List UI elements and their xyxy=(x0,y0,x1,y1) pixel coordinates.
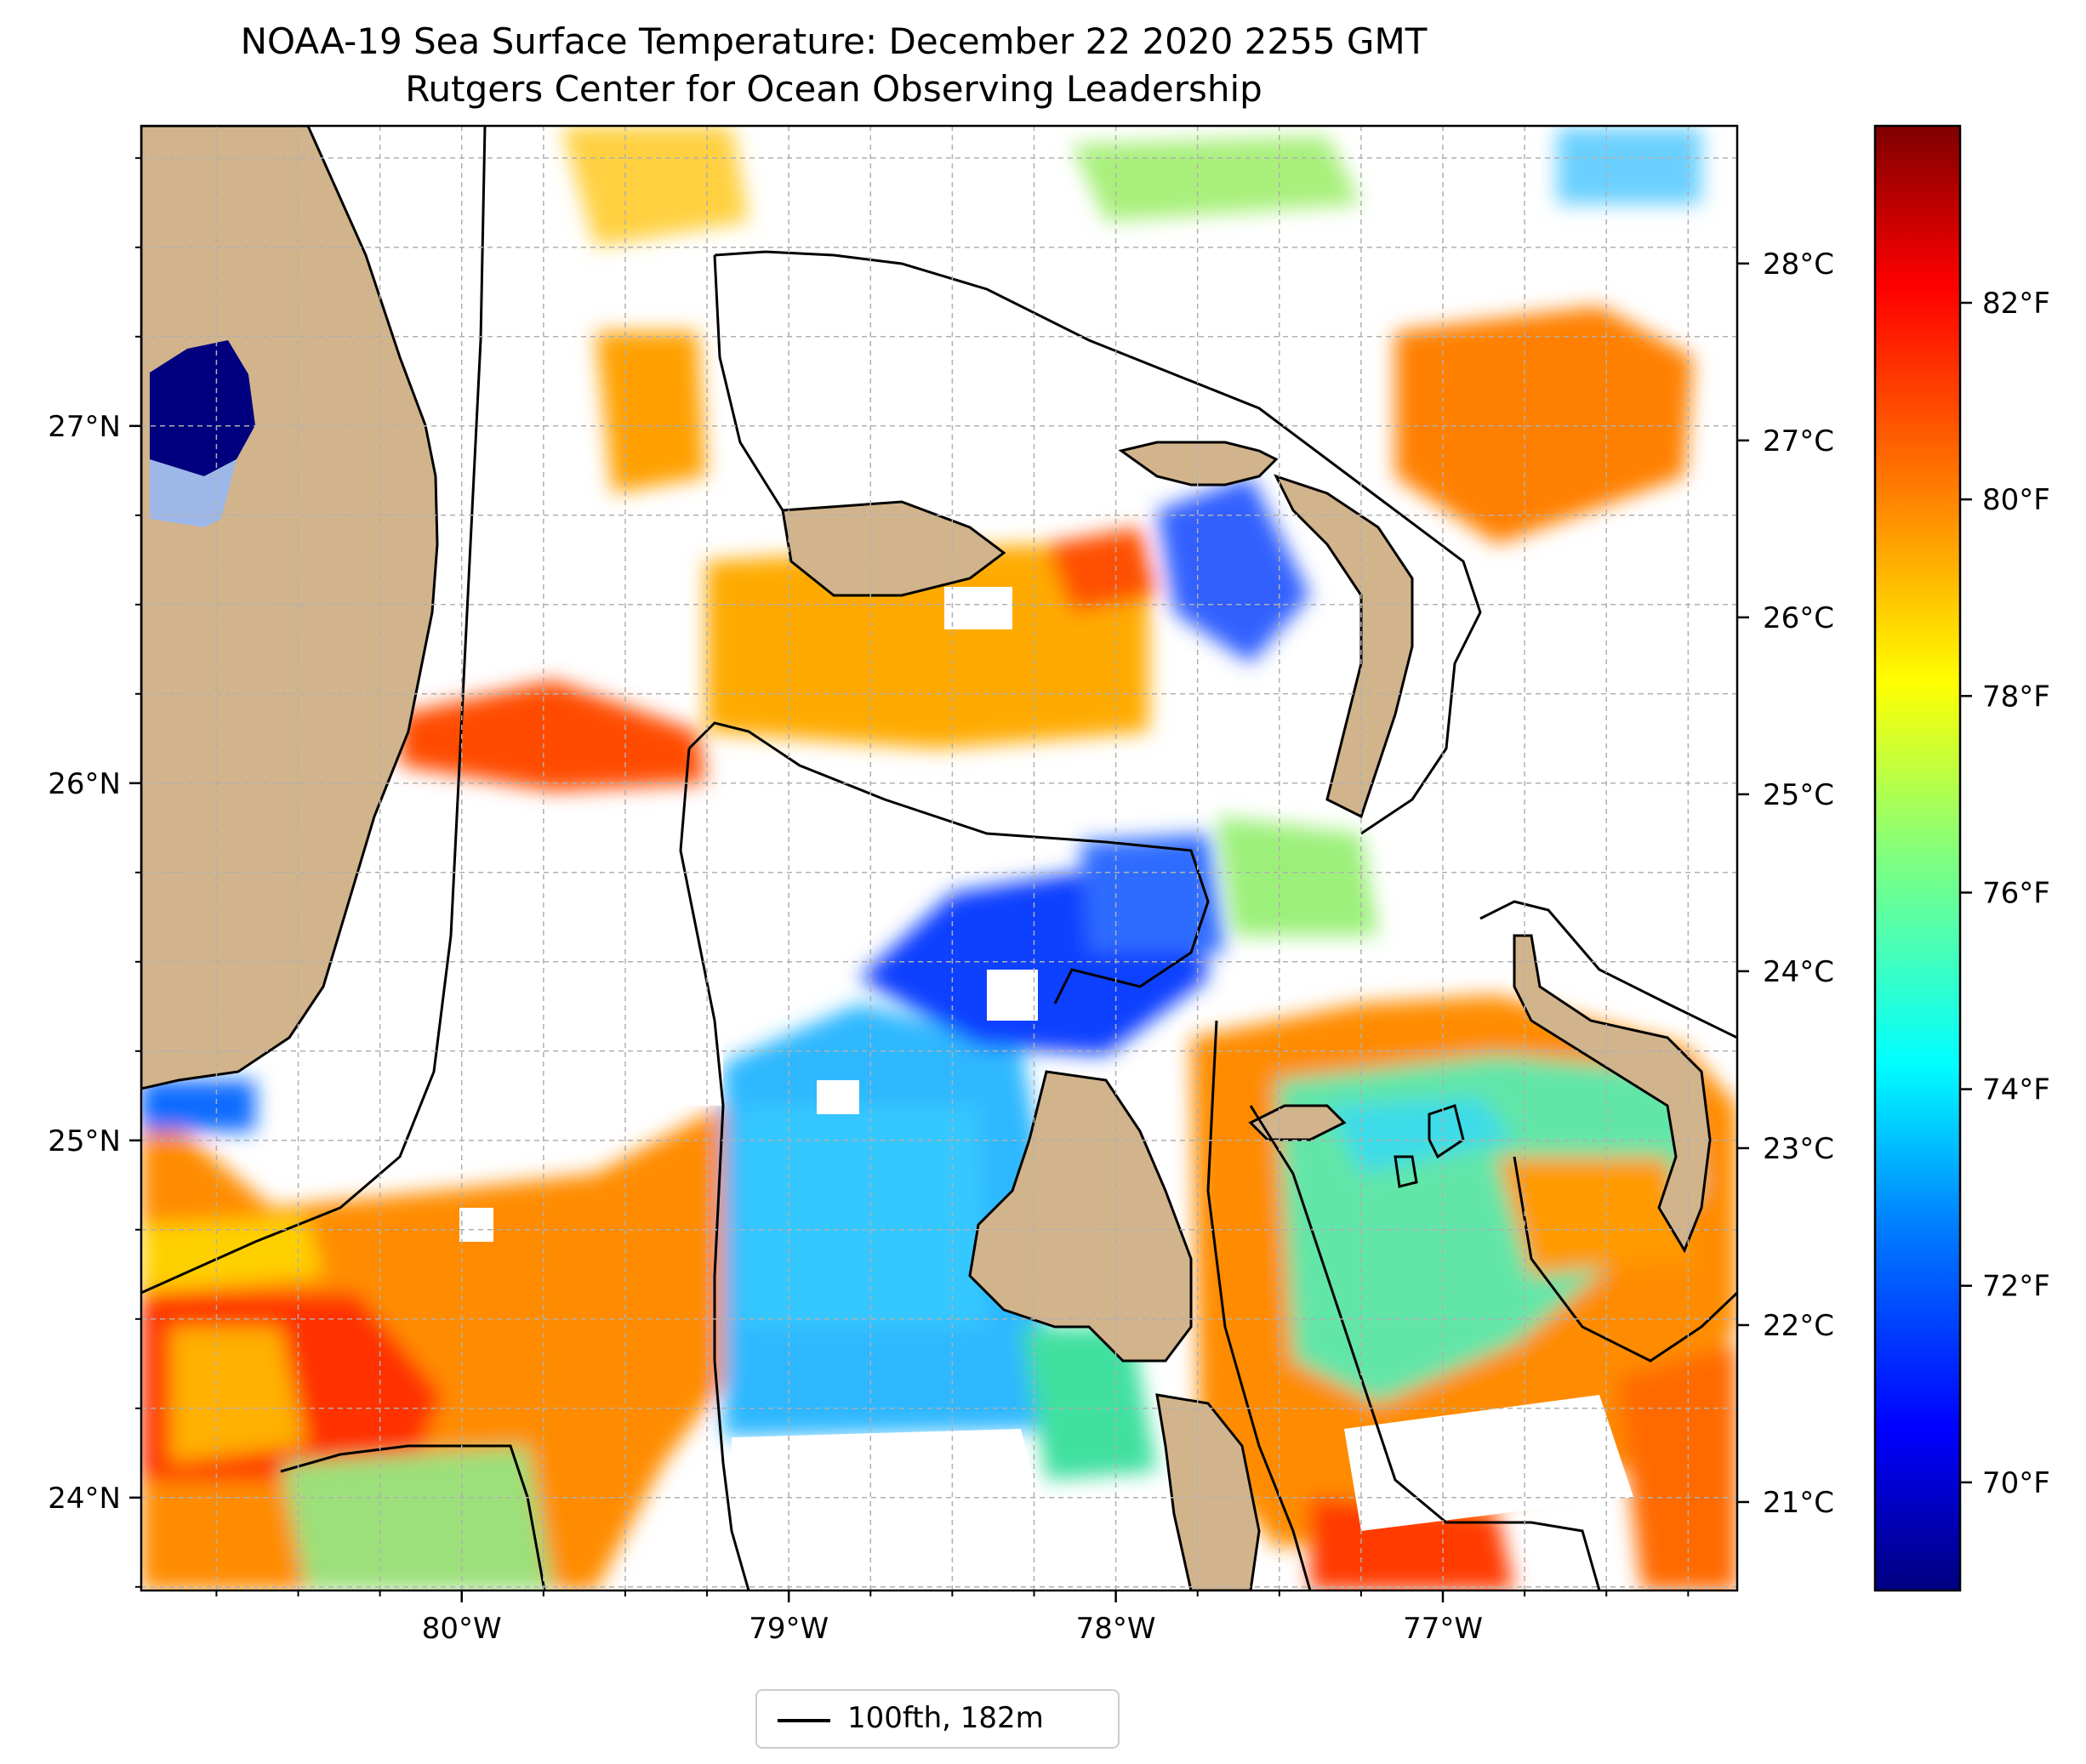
lake-okeechobee-rim xyxy=(150,459,237,527)
grand-bahama-land xyxy=(1118,441,1279,487)
gridlines xyxy=(141,126,1737,1590)
colorbar-tick-label: 72°F xyxy=(1982,1270,2050,1304)
colorbar xyxy=(1873,124,1962,1592)
new-providence-land xyxy=(1248,1104,1347,1141)
legend-label: 100fth, 182m xyxy=(847,1701,1044,1735)
celsius-tick-label: 27°C xyxy=(1763,424,1834,458)
celsius-tick-label: 26°C xyxy=(1763,601,1834,635)
no-data-mask xyxy=(459,587,1633,1531)
celsius-tick-label: 24°C xyxy=(1763,955,1834,989)
legend-line-marker xyxy=(778,1719,830,1722)
lon-tick-label: 80°W xyxy=(422,1612,502,1646)
map-title: NOAA-19 Sea Surface Temperature: Decembe… xyxy=(240,20,1428,62)
map-subtitle: Rutgers Center for Ocean Observing Leade… xyxy=(405,68,1262,110)
celsius-tick-label: 21°C xyxy=(1763,1486,1834,1520)
grand-bahama-west-land xyxy=(781,500,1006,597)
lat-tick-label: 27°N xyxy=(48,410,121,444)
colorbar-tick-label: 74°F xyxy=(1982,1073,2050,1107)
map-frame xyxy=(140,124,1739,1592)
lon-tick-label: 78°W xyxy=(1076,1612,1156,1646)
celsius-tick-label: 22°C xyxy=(1763,1309,1834,1343)
lat-tick-label: 24°N xyxy=(48,1482,121,1516)
celsius-tick-label: 28°C xyxy=(1763,248,1834,282)
celsius-tick-label: 23°C xyxy=(1763,1132,1834,1166)
legend: 100fth, 182m xyxy=(755,1689,1120,1749)
colorbar-tick-label: 70°F xyxy=(1982,1466,2050,1500)
lon-tick-label: 77°W xyxy=(1403,1612,1483,1646)
andros-land xyxy=(968,1070,1193,1363)
andros-south-land xyxy=(1155,1393,1261,1590)
colorbar-tick-label: 82°F xyxy=(1982,287,2050,321)
eleuthera-land xyxy=(1513,934,1712,1254)
axis-ticks: 80°W 79°W 78°W 77°W 24°N 25°N 26°N 27°N 21°C 22°C… xyxy=(48,156,1834,1646)
abaco-land xyxy=(1274,474,1414,819)
colorbar-tick-label: 80°F xyxy=(1982,483,2050,517)
colorbar-ticks: 70°F 72°F 74°F 76°F 78°F 80°F 82°F xyxy=(1960,287,2050,1500)
map-area xyxy=(141,126,1737,1590)
lat-tick-label: 26°N xyxy=(48,767,121,801)
colorbar-tick-label: 78°F xyxy=(1982,680,2050,714)
lon-tick-label: 79°W xyxy=(749,1612,829,1646)
celsius-tick-label: 25°C xyxy=(1763,778,1834,812)
colorbar-tick-label: 76°F xyxy=(1982,876,2050,910)
lat-tick-label: 25°N xyxy=(48,1124,121,1158)
lake-okeechobee xyxy=(150,340,255,476)
